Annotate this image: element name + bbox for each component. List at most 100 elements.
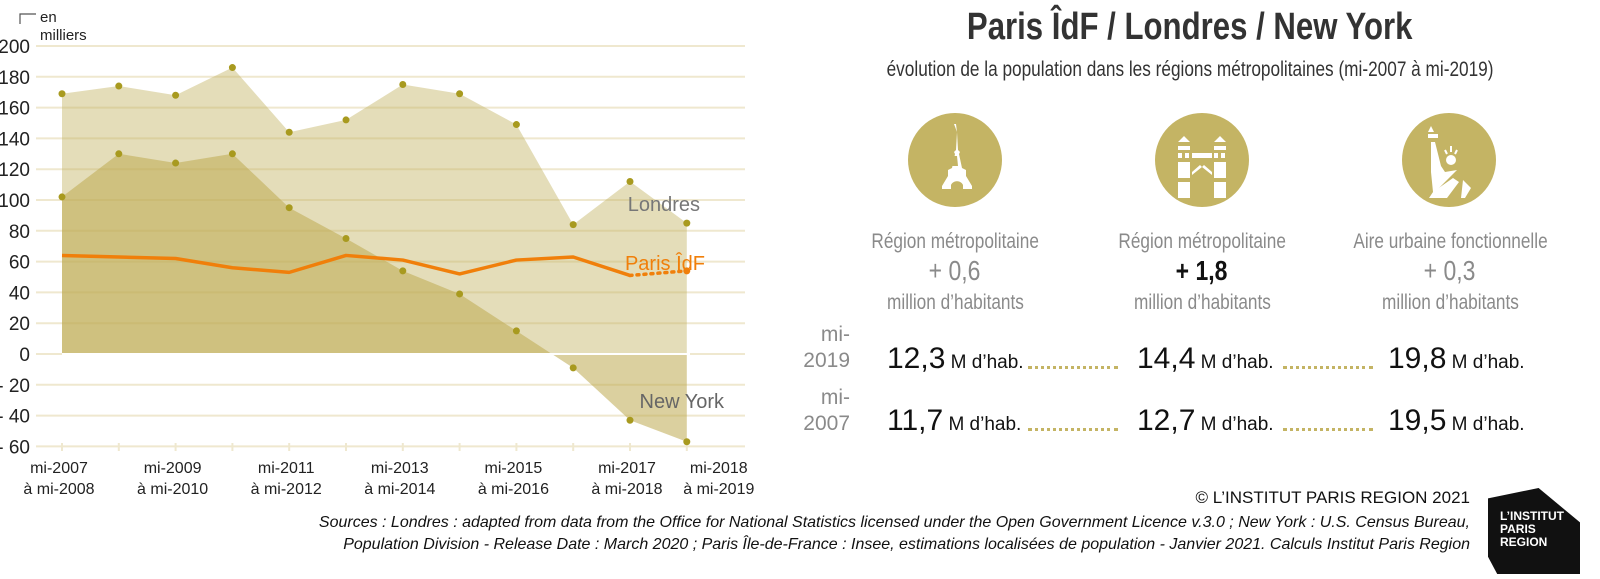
y-tick-label: 60: [9, 253, 30, 274]
data-point-londres: [626, 178, 634, 186]
data-point-londres: [512, 121, 520, 129]
y-tick-label: - 60: [0, 437, 30, 458]
data-point-new-york: [228, 150, 236, 158]
pop-new-york-2019: 19,8 M d’hab.: [1388, 342, 1525, 375]
growth-value: + 1,8: [1176, 255, 1228, 286]
unit-label: milliers: [40, 27, 87, 44]
data-point-paris-idf: [683, 267, 691, 275]
x-tick-label: mi-2018: [690, 460, 748, 477]
statue-of-liberty-icon: [1428, 126, 1471, 198]
x-tick-label: mi-2007: [30, 460, 88, 477]
growth-unit: million d’habitants: [1133, 291, 1271, 314]
data-point-londres: [342, 116, 350, 124]
paris-badge: [908, 113, 1002, 207]
data-point-londres: [683, 219, 691, 227]
city-summary-new-york: Aire urbaine fonctionnelle + 0,3 million…: [1320, 227, 1580, 317]
institut-logo: L’INSTITUT PARIS REGION: [1488, 488, 1580, 574]
data-point-new-york: [683, 438, 691, 446]
y-tick-label: 140: [0, 129, 30, 150]
y-tick-label: 180: [0, 68, 30, 89]
y-tick-label: 200: [0, 37, 30, 58]
y-tick-label: - 40: [0, 407, 30, 428]
y-tick-label: 80: [9, 222, 30, 243]
y-tick-label: 40: [9, 283, 30, 304]
pop-paris-2019: 12,3 M d’hab.: [887, 342, 1024, 375]
line-paris-idf: [61, 253, 631, 278]
data-point-londres: [58, 90, 66, 98]
city-summary-london: Région métropolitaine + 1,8 million d’ha…: [1072, 227, 1332, 317]
data-point-new-york: [512, 327, 520, 335]
data-point-londres: [569, 221, 577, 229]
year-label-2007: mi- 2007: [803, 386, 850, 435]
x-tick-label: mi-2017: [598, 460, 656, 477]
tower-bridge-icon: [1178, 136, 1226, 198]
series-label-londres: Londres: [628, 194, 700, 216]
data-point-londres: [228, 64, 236, 72]
sources-line-2: Population Division - Release Date : Mar…: [343, 536, 1470, 553]
data-point-new-york: [456, 290, 464, 298]
pop-new-york-2007: 19,5 M d’hab.: [1388, 404, 1525, 437]
city-label: Aire urbaine fonctionnelle: [1352, 230, 1548, 253]
data-point-londres: [172, 91, 180, 99]
growth-unit: million d’habitants: [1381, 291, 1519, 314]
x-tick-label: à mi-2010: [137, 481, 208, 498]
x-tick-label: à mi-2019: [683, 481, 754, 498]
new-york-badge: [1402, 113, 1496, 207]
x-tick-label: à mi-2016: [478, 481, 549, 498]
x-tick-label: à mi-2018: [591, 481, 662, 498]
growth-unit: million d’habitants: [886, 291, 1024, 314]
x-tick-label: à mi-2012: [251, 481, 322, 498]
data-point-new-york: [58, 193, 66, 201]
x-tick-label: mi-2013: [371, 460, 429, 477]
dotted-leader: [1283, 428, 1373, 431]
series-label-new-york: New York: [640, 391, 725, 413]
copyright: © L’INSTITUT PARIS REGION 2021: [1195, 488, 1470, 507]
y-tick-label: 120: [0, 160, 30, 181]
sources-line-1: Sources : Londres : adapted from data fr…: [318, 514, 1470, 531]
pop-paris-2007: 11,7 M d’hab.: [887, 404, 1022, 437]
series-label-paris-idf: Paris ÎdF: [625, 252, 705, 275]
area-new-york: [62, 153, 687, 442]
data-point-londres: [285, 128, 293, 136]
x-tick-label: à mi-2014: [364, 481, 435, 498]
growth-value: + 0,3: [1424, 255, 1476, 286]
data-point-londres: [456, 90, 464, 98]
data-point-new-york: [342, 235, 350, 242]
y-tick-label: 0: [19, 345, 30, 366]
year-label-2019: mi- 2019: [803, 323, 850, 372]
x-tick-label: mi-2015: [484, 460, 542, 477]
x-tick-label: mi-2009: [144, 460, 202, 477]
page-title: Paris ÎdF / Londres / New York: [967, 6, 1413, 48]
city-label: Région métropolitaine: [1118, 230, 1286, 253]
unit-label: en: [40, 9, 57, 26]
y-tick-label: - 20: [0, 376, 30, 397]
data-point-londres: [115, 82, 123, 90]
growth-value: + 0,6: [929, 255, 981, 286]
city-summary-paris: Région métropolitaine + 0,6 million d’ha…: [825, 227, 1085, 317]
pop-london-2019: 14,4 M d’hab.: [1137, 342, 1274, 375]
y-tick-label: 100: [0, 191, 30, 212]
y-tick-label: 20: [9, 314, 30, 335]
data-point-londres: [399, 81, 407, 88]
data-point-new-york: [399, 267, 407, 275]
x-tick-label: à mi-2008: [23, 481, 94, 498]
unit-bracket: [19, 13, 36, 24]
data-point-new-york: [285, 204, 293, 212]
eiffel-tower-icon: [942, 124, 972, 189]
dotted-leader: [1028, 366, 1118, 369]
data-point-new-york: [569, 364, 577, 372]
london-badge: [1155, 113, 1249, 207]
y-tick-label: 160: [0, 99, 30, 120]
data-point-new-york: [172, 159, 180, 167]
city-label: Région métropolitaine: [871, 230, 1039, 253]
pop-london-2007: 12,7 M d’hab.: [1137, 404, 1274, 437]
data-point-new-york: [115, 150, 123, 158]
dotted-leader: [1028, 428, 1118, 431]
page-subtitle: évolution de la population dans les régi…: [886, 58, 1494, 81]
dotted-leader: [1283, 366, 1373, 369]
x-tick-label: mi-2011: [258, 460, 315, 477]
data-point-new-york: [626, 416, 634, 424]
line-paris-idf-dotted: [628, 269, 689, 278]
